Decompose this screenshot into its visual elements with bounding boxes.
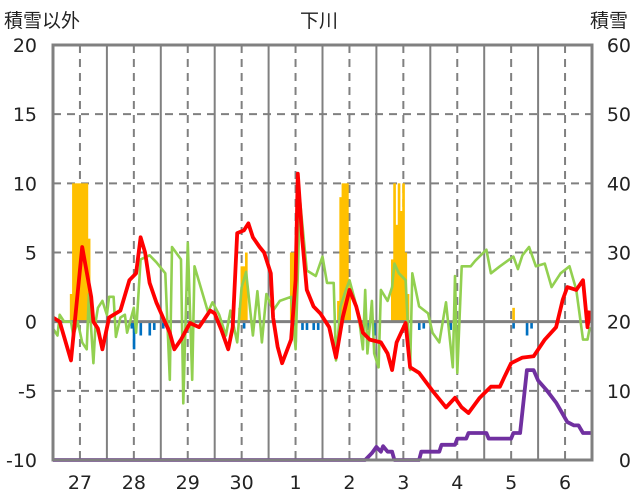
- x-tick-label: 1: [290, 472, 302, 494]
- precip-bar: [74, 183, 77, 322]
- x-tick-label: 28: [122, 472, 146, 494]
- right-tick-label: 30: [607, 243, 631, 265]
- precip-bar: [245, 252, 248, 322]
- precip-bar: [343, 183, 347, 322]
- red-line: [51, 171, 592, 415]
- left-tick-label: -5: [18, 381, 37, 403]
- negative-bar: [305, 321, 309, 330]
- left-tick-label: 15: [13, 104, 37, 126]
- right-tick-label: 0: [619, 450, 631, 472]
- x-tick-label: 5: [505, 472, 517, 494]
- left-tick-label: 20: [13, 35, 37, 57]
- precip-bar: [348, 280, 351, 322]
- precip-bar: [72, 183, 75, 322]
- negative-bar: [525, 321, 529, 336]
- x-tick-label: 2: [343, 472, 355, 494]
- precip-bar: [337, 300, 340, 322]
- negative-bar: [316, 321, 320, 330]
- left-tick-label: 10: [13, 173, 37, 195]
- right-tick-label: 10: [607, 381, 631, 403]
- right-axis-label: 積雪: [590, 10, 629, 32]
- chart-title: 下川: [300, 10, 339, 32]
- x-tick-label: 3: [397, 472, 409, 494]
- precip-bar: [346, 183, 349, 322]
- precip-bar: [512, 307, 515, 322]
- negative-bar: [161, 321, 165, 329]
- precip-bar: [242, 266, 246, 322]
- precip-bar: [289, 252, 293, 322]
- precip-bar: [399, 211, 403, 322]
- x-tick-label: 4: [451, 472, 463, 494]
- precip-bar: [76, 183, 80, 322]
- negative-bar: [139, 321, 143, 336]
- right-tick-label: 40: [607, 173, 631, 195]
- negative-bar: [512, 321, 515, 329]
- negative-bar: [242, 321, 246, 329]
- negative-bar: [130, 321, 134, 329]
- right-tick-label: 50: [607, 104, 631, 126]
- precip-bar: [69, 294, 73, 322]
- precip-bar: [393, 183, 396, 322]
- precip-bar: [397, 183, 401, 322]
- x-tick-label: 27: [68, 472, 92, 494]
- negative-bar: [132, 321, 136, 350]
- precip-bar: [395, 224, 399, 322]
- negative-bar: [301, 321, 304, 330]
- precip-bar: [85, 183, 89, 322]
- snow-depth-line: [53, 368, 592, 462]
- negative-bar: [148, 321, 152, 336]
- precip-bar: [339, 197, 342, 322]
- right-tick-label: 20: [607, 312, 631, 334]
- x-tick-label: 6: [559, 472, 571, 494]
- left-tick-label: -10: [6, 450, 37, 472]
- right-tick-label: 60: [607, 35, 631, 57]
- negative-bar: [530, 321, 533, 329]
- left-tick-label: 0: [25, 312, 37, 334]
- left-axis-label: 積雪以外: [4, 10, 81, 32]
- negative-bar: [152, 321, 156, 330]
- x-tick-label: 30: [230, 472, 254, 494]
- x-tick-label: 29: [176, 472, 200, 494]
- negative-bar: [312, 321, 316, 330]
- negative-bar: [449, 321, 453, 330]
- negative-bar: [422, 321, 426, 329]
- precip-bar: [402, 183, 405, 322]
- plot-frame: [51, 43, 594, 462]
- left-tick-label: 5: [25, 243, 37, 265]
- precip-bar: [341, 183, 345, 322]
- negative-bar: [417, 321, 421, 330]
